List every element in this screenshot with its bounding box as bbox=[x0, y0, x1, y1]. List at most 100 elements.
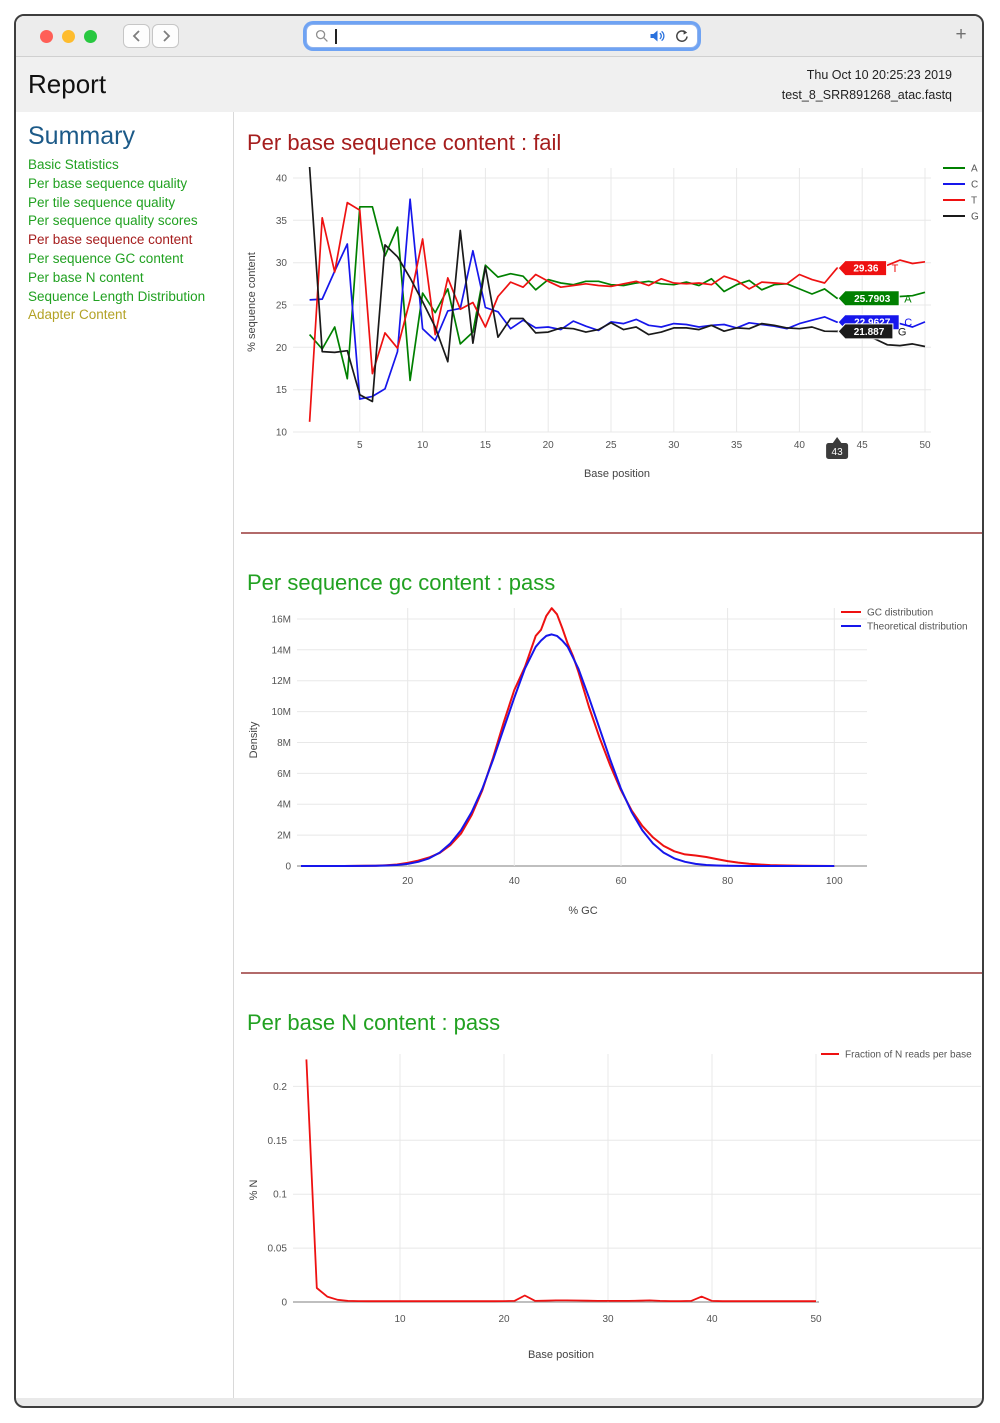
svg-text:50: 50 bbox=[919, 440, 931, 451]
svg-text:60: 60 bbox=[615, 876, 627, 887]
svg-text:40: 40 bbox=[706, 1314, 718, 1325]
svg-text:Base position: Base position bbox=[584, 468, 650, 480]
per-sequence-gc-content-chart[interactable]: 0 2M 4M 6M 8M 10M 12M 14M 16M 20 40 60 80 100 % GC Dens… bbox=[241, 600, 982, 930]
chevron-left-icon bbox=[132, 30, 140, 42]
svg-text:A: A bbox=[904, 293, 912, 305]
svg-text:20: 20 bbox=[276, 343, 288, 354]
svg-text:Fraction of N reads per base: Fraction of N reads per base bbox=[845, 1050, 972, 1061]
svg-text:GC distribution: GC distribution bbox=[867, 608, 933, 619]
navigation-buttons bbox=[123, 24, 179, 48]
svg-text:35: 35 bbox=[276, 216, 288, 227]
svg-text:A: A bbox=[971, 164, 978, 175]
svg-text:6M: 6M bbox=[277, 769, 291, 780]
section-per-base-sequence-content: Per base sequence content : fail 10 15 20 2… bbox=[241, 130, 982, 490]
svg-text:0.2: 0.2 bbox=[273, 1082, 287, 1093]
sidebar-item[interactable]: Adapter Content bbox=[28, 307, 127, 323]
new-tab-button[interactable]: + bbox=[955, 24, 967, 45]
report-header: Report Thu Oct 10 20:25:23 2019 test_8_S… bbox=[16, 57, 982, 112]
svg-text:5: 5 bbox=[357, 440, 363, 451]
svg-text:C: C bbox=[971, 180, 978, 191]
svg-text:10: 10 bbox=[394, 1314, 406, 1325]
svg-text:25.7903: 25.7903 bbox=[854, 294, 891, 305]
sidebar-title: Summary bbox=[28, 122, 135, 150]
svg-text:10M: 10M bbox=[272, 707, 291, 718]
svg-text:T: T bbox=[971, 196, 977, 207]
svg-text:G: G bbox=[898, 326, 907, 338]
svg-text:20: 20 bbox=[402, 876, 414, 887]
address-bar[interactable] bbox=[306, 24, 698, 48]
sidebar-item[interactable]: Per base sequence content bbox=[28, 232, 193, 248]
svg-text:4M: 4M bbox=[277, 800, 291, 811]
section-divider bbox=[241, 532, 982, 534]
per-base-n-content-chart[interactable]: 0 0.05 0.1 0.15 0.2 10 20 30 40 50 Base position % … bbox=[241, 1040, 982, 1390]
sidebar-nav: Basic Statistics Per base sequence qualit… bbox=[16, 156, 233, 325]
svg-text:43: 43 bbox=[832, 447, 844, 458]
svg-text:0.1: 0.1 bbox=[273, 1190, 287, 1201]
sidebar-item[interactable]: Sequence Length Distribution bbox=[28, 288, 206, 304]
svg-text:30: 30 bbox=[276, 258, 288, 269]
per-base-sequence-content-chart[interactable]: 10 15 20 25 30 35 40 5 10 15 20 25 30 35 40 45 50 Base po… bbox=[241, 160, 982, 490]
sidebar-item[interactable]: Per base N content bbox=[28, 269, 144, 285]
svg-text:80: 80 bbox=[722, 876, 734, 887]
sidebar-item[interactable]: Basic Statistics bbox=[28, 157, 119, 172]
svg-text:50: 50 bbox=[810, 1314, 822, 1325]
search-icon bbox=[315, 29, 328, 42]
section-divider bbox=[241, 972, 982, 974]
svg-text:30: 30 bbox=[602, 1314, 614, 1325]
svg-text:15: 15 bbox=[276, 385, 288, 396]
svg-text:22.9627: 22.9627 bbox=[854, 318, 891, 329]
svg-text:25: 25 bbox=[276, 301, 288, 312]
chevron-right-icon bbox=[162, 30, 170, 42]
svg-text:45: 45 bbox=[857, 440, 869, 451]
sidebar-item[interactable]: Per tile sequence quality bbox=[28, 194, 176, 210]
content-area: Summary Basic Statistics Per base sequenc… bbox=[16, 112, 982, 1398]
zoom-window-button[interactable] bbox=[84, 29, 97, 43]
browser-window: + Report Thu Oct 10 20:25:23 2019 test_8… bbox=[14, 14, 984, 1408]
svg-text:20: 20 bbox=[498, 1314, 510, 1325]
report-meta: Thu Oct 10 20:25:23 2019 test_8_SRR89126… bbox=[782, 65, 952, 105]
reload-icon[interactable] bbox=[674, 29, 689, 44]
svg-text:29.36: 29.36 bbox=[853, 264, 878, 275]
svg-text:10: 10 bbox=[417, 440, 429, 451]
svg-text:35: 35 bbox=[731, 440, 743, 451]
svg-text:2M: 2M bbox=[277, 831, 291, 842]
svg-text:30: 30 bbox=[668, 440, 680, 451]
svg-text:% N: % N bbox=[248, 1180, 260, 1201]
svg-text:25: 25 bbox=[605, 440, 617, 451]
report-main: Per base sequence content : fail 10 15 20 2… bbox=[234, 112, 982, 1398]
svg-text:0.15: 0.15 bbox=[268, 1136, 288, 1147]
svg-text:21.887: 21.887 bbox=[854, 327, 885, 338]
text-caret bbox=[335, 28, 337, 44]
svg-text:20: 20 bbox=[543, 440, 555, 451]
svg-text:0: 0 bbox=[285, 862, 291, 873]
section-title-per-base-sequence-content: Per base sequence content : fail bbox=[247, 130, 562, 155]
report-datetime: Thu Oct 10 20:25:23 2019 bbox=[806, 67, 952, 82]
close-window-button[interactable] bbox=[40, 29, 53, 43]
report-page: Report Thu Oct 10 20:25:23 2019 test_8_S… bbox=[16, 57, 982, 1398]
minimize-window-button[interactable] bbox=[62, 29, 75, 43]
report-filename: test_8_SRR891268_atac.fastq bbox=[781, 87, 952, 102]
section-title-per-sequence-gc-content: Per sequence gc content : pass bbox=[247, 570, 556, 595]
svg-text:12M: 12M bbox=[272, 676, 291, 687]
svg-text:% GC: % GC bbox=[568, 905, 597, 917]
svg-text:0.05: 0.05 bbox=[268, 1244, 288, 1255]
forward-button[interactable] bbox=[152, 24, 179, 48]
page-title: Report bbox=[28, 69, 107, 99]
summary-sidebar: Summary Basic Statistics Per base sequenc… bbox=[16, 112, 234, 1398]
svg-text:8M: 8M bbox=[277, 738, 291, 749]
svg-text:C: C bbox=[904, 317, 912, 329]
sidebar-item[interactable]: Per sequence GC content bbox=[28, 250, 184, 266]
svg-text:G: G bbox=[971, 212, 979, 223]
svg-text:T: T bbox=[892, 263, 899, 275]
audio-playing-icon[interactable] bbox=[649, 29, 666, 43]
back-button[interactable] bbox=[123, 24, 150, 48]
sidebar-item[interactable]: Per base sequence quality bbox=[28, 175, 188, 191]
svg-text:0: 0 bbox=[281, 1298, 287, 1309]
svg-text:Theoretical distribution: Theoretical distribution bbox=[867, 622, 968, 633]
sidebar-item[interactable]: Per sequence quality scores bbox=[28, 213, 198, 229]
svg-text:% sequence content: % sequence content bbox=[246, 252, 258, 352]
svg-text:15: 15 bbox=[480, 440, 492, 451]
browser-titlebar: + bbox=[16, 16, 982, 57]
svg-text:14M: 14M bbox=[272, 645, 291, 656]
